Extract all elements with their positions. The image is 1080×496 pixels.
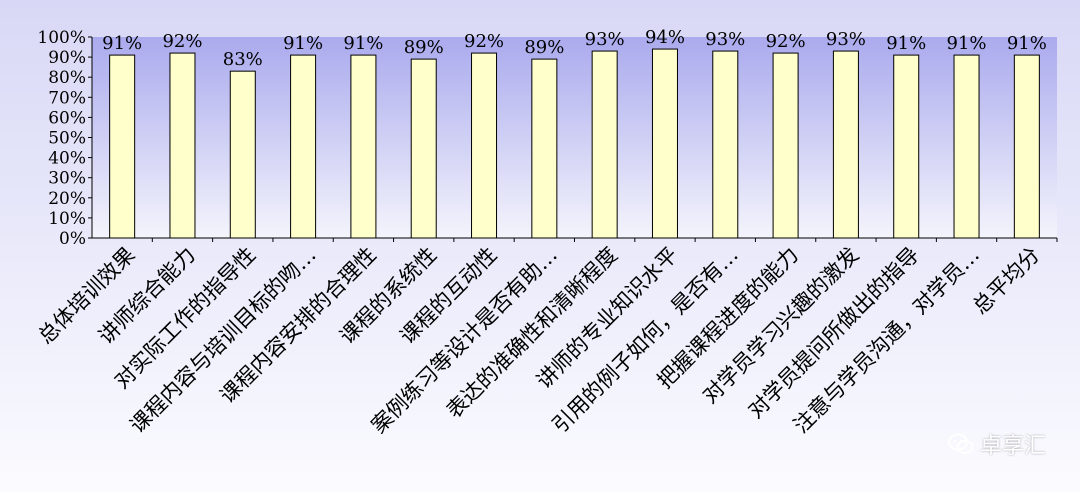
- bar: [953, 54, 980, 239]
- watermark-text: 卓享汇: [980, 434, 1047, 459]
- data-label: 89%: [404, 37, 444, 58]
- data-label: 93%: [705, 29, 745, 50]
- bar: [109, 54, 136, 239]
- y-tick-label: 40%: [48, 149, 86, 169]
- data-label: 94%: [645, 27, 685, 48]
- data-label: 93%: [826, 29, 866, 50]
- data-label: 92%: [766, 31, 806, 52]
- data-label: 89%: [524, 37, 564, 58]
- data-label: 93%: [585, 29, 625, 50]
- y-tick-label: 70%: [48, 88, 86, 108]
- y-tick-label: 30%: [48, 169, 86, 189]
- bar: [651, 48, 678, 239]
- data-label: 91%: [1007, 33, 1047, 54]
- y-tick-label: 0%: [59, 229, 86, 249]
- y-tick-label: 10%: [48, 209, 86, 229]
- data-label: 92%: [464, 31, 504, 52]
- data-label: 91%: [886, 33, 926, 54]
- bar: [893, 54, 920, 239]
- data-label: 83%: [223, 49, 263, 70]
- bar: [169, 52, 196, 239]
- y-tick-label: 20%: [48, 189, 86, 209]
- data-label: 91%: [102, 33, 142, 54]
- y-tick-label: 50%: [48, 129, 86, 149]
- bar: [772, 52, 799, 239]
- bar: [712, 50, 739, 239]
- y-tick-label: 100%: [37, 28, 86, 48]
- bar: [290, 54, 317, 239]
- y-tick-label: 90%: [48, 48, 86, 68]
- data-label: 91%: [283, 33, 323, 54]
- bar: [229, 70, 256, 239]
- data-label: 91%: [343, 33, 383, 54]
- y-tick-label: 80%: [48, 68, 86, 88]
- data-label: 92%: [162, 31, 202, 52]
- watermark: 卓享汇: [948, 428, 1046, 460]
- bar: [410, 58, 437, 239]
- bar: [471, 52, 498, 239]
- wechat-icon: [948, 433, 974, 455]
- bar: [350, 54, 377, 239]
- bar: [531, 58, 558, 239]
- bar: [832, 50, 859, 239]
- data-label: 91%: [947, 33, 987, 54]
- bar: [591, 50, 618, 239]
- y-tick-label: 60%: [48, 108, 86, 128]
- bar: [1013, 54, 1040, 239]
